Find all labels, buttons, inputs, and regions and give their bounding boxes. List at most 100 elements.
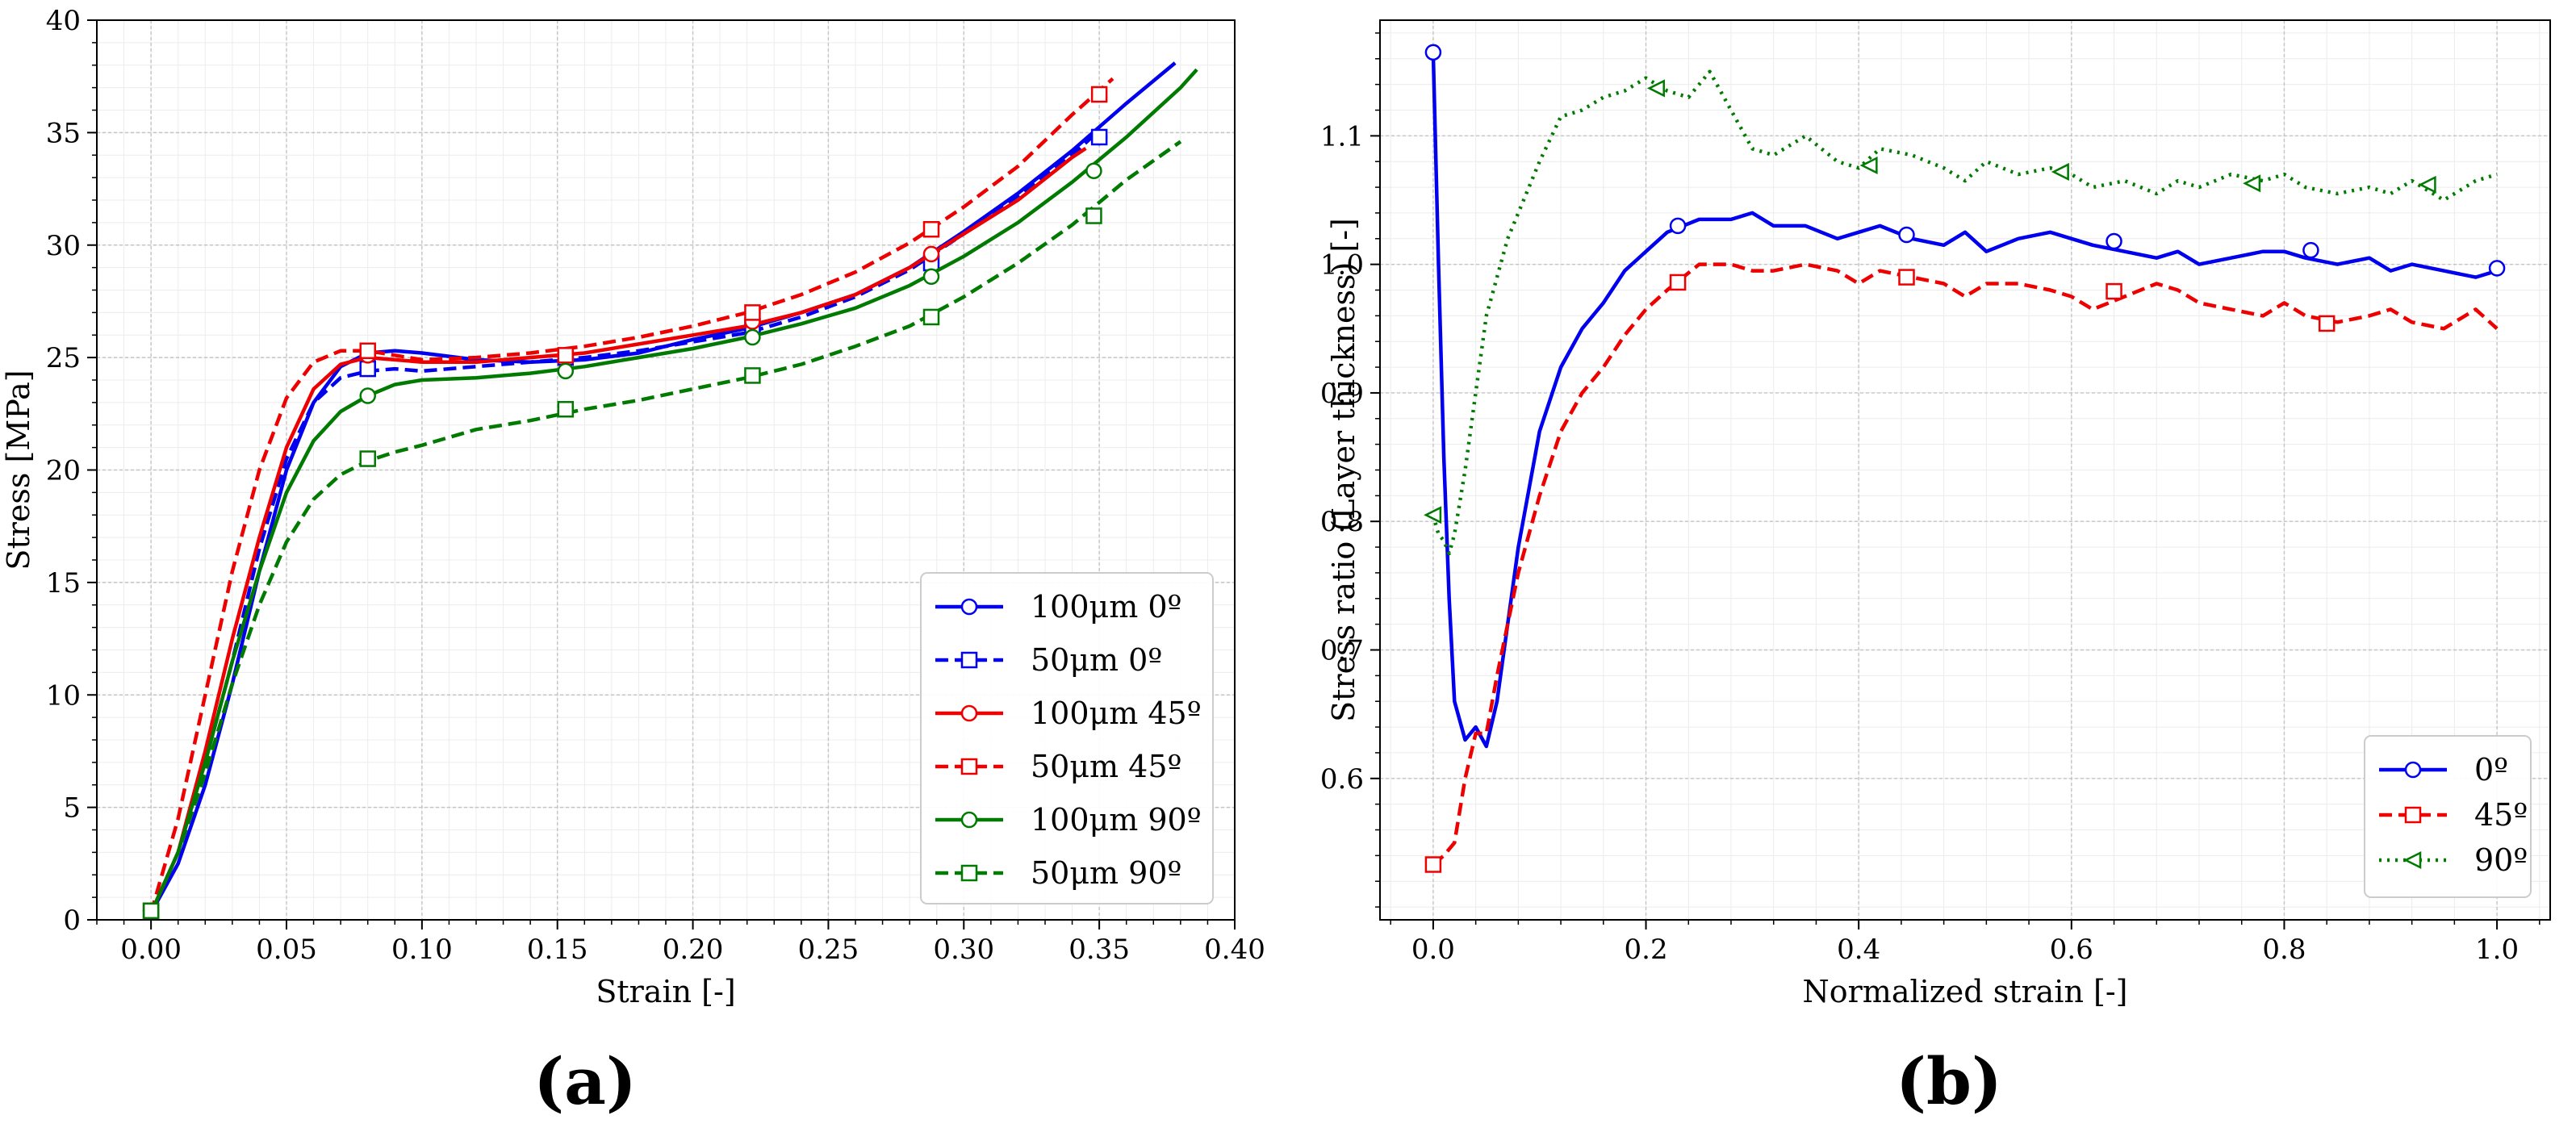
legend-marker-0 bbox=[2404, 761, 2422, 779]
legend-marker-1 bbox=[960, 651, 978, 669]
x-tick-label: 0.00 bbox=[120, 934, 182, 966]
series-marker-5-0 bbox=[142, 902, 160, 920]
legend-label-2: 100μm 45º bbox=[1031, 696, 1202, 731]
series-marker-1-1 bbox=[1669, 274, 1687, 291]
series-line-0 bbox=[1431, 52, 2498, 749]
series-group bbox=[142, 61, 1198, 920]
y-axis-label: Stress ratio (Layer thickness) [-] bbox=[1326, 218, 1361, 722]
grid bbox=[1380, 20, 2550, 920]
series-marker-1-3 bbox=[2106, 282, 2122, 300]
x-tick-label: 0.10 bbox=[391, 934, 453, 966]
series-marker-5-2 bbox=[557, 400, 575, 418]
series-line-1 bbox=[1432, 262, 2499, 867]
series-marker-5-3 bbox=[744, 367, 761, 384]
series-marker-3-2 bbox=[557, 347, 575, 364]
legend: 100μm 0º 50μm 0º 100μm 45º 50μm 45º 100μm 90… bbox=[920, 572, 1214, 904]
legend-marker-3 bbox=[960, 758, 978, 775]
x-axis-label: Strain [-] bbox=[596, 974, 735, 1009]
legend-box bbox=[2364, 735, 2532, 898]
x-tick-label: 0.35 bbox=[1068, 934, 1130, 966]
x-axis-label: Normalized strain [-] bbox=[1803, 974, 2128, 1009]
legend-marker-0 bbox=[960, 598, 978, 616]
series-marker-0-2 bbox=[1898, 226, 1915, 244]
series-line-5 bbox=[149, 140, 1182, 914]
y-tick-label: 30 bbox=[46, 230, 81, 262]
series-marker-4-3 bbox=[744, 328, 761, 346]
panel-a-chart: 0.00 0.05 0.10 0.15 0.20 0.25 0.30 0.35 0.40 0 5 10… bbox=[1, 5, 1265, 1119]
series-marker-3-5 bbox=[1090, 86, 1108, 103]
series-marker-2-2 bbox=[1859, 156, 1878, 175]
series-line-2 bbox=[149, 147, 1087, 914]
panel-b-chart: 0.0 0.2 0.4 0.6 0.8 1.0 0.6 0.7 0.8 0.9 1.0 1.1 Norm… bbox=[1320, 19, 2551, 1119]
legend-label-2: 90º bbox=[2474, 842, 2528, 878]
series-marker-0-4 bbox=[2302, 241, 2319, 259]
y-tick-label: 35 bbox=[46, 117, 81, 149]
legend-label-1: 45º bbox=[2474, 797, 2528, 833]
series-marker-1-0 bbox=[1424, 856, 1442, 873]
x-tick-label: 1.0 bbox=[2475, 934, 2519, 966]
series-marker-0-0 bbox=[1424, 44, 1442, 61]
legend-marker-1 bbox=[2404, 806, 2422, 824]
panel-label: (b) bbox=[1896, 1043, 2002, 1119]
y-tick-label: 10 bbox=[46, 679, 81, 712]
y-tick-label: 1.1 bbox=[1320, 120, 1364, 152]
y-tick-label: 0.7 bbox=[1320, 635, 1364, 667]
y-tick-label: 25 bbox=[46, 342, 81, 374]
x-tick-label: 0.4 bbox=[1837, 934, 1880, 966]
x-tick-label: 0.20 bbox=[663, 934, 724, 966]
y-tick-label: 0.9 bbox=[1320, 378, 1364, 410]
y-tick-label: 1.0 bbox=[1320, 249, 1364, 282]
series-marker-2-4 bbox=[922, 245, 940, 263]
legend: 0º 45º 90º bbox=[2364, 735, 2532, 898]
series-line-2 bbox=[1431, 69, 2498, 556]
y-tick-label: 20 bbox=[46, 455, 81, 487]
legend-marker-2 bbox=[960, 704, 978, 722]
series-marker-1-2 bbox=[1898, 269, 1915, 286]
x-tick-label: 0.15 bbox=[527, 934, 588, 966]
series-group bbox=[1424, 44, 2506, 873]
ticks: 0.00 0.05 0.10 0.15 0.20 0.25 0.30 0.35 0.40 0 5 10… bbox=[46, 5, 1265, 966]
series-marker-0-3 bbox=[2106, 232, 2122, 250]
legend-marker-2 bbox=[2403, 850, 2422, 870]
legend-label-0: 100μm 0º bbox=[1031, 589, 1181, 625]
series-marker-4-2 bbox=[557, 362, 575, 380]
series-marker-3-3 bbox=[744, 304, 761, 321]
legend-marker-4 bbox=[960, 811, 978, 829]
series-marker-5-4 bbox=[922, 308, 940, 326]
x-tick-label: 0.8 bbox=[2262, 934, 2306, 966]
series-marker-4-1 bbox=[359, 387, 376, 404]
x-tick-label: 0.05 bbox=[256, 934, 317, 966]
y-axis-label: Stress [MPa] bbox=[1, 370, 36, 570]
series-marker-2-1 bbox=[1646, 79, 1665, 98]
series-marker-2-4 bbox=[2243, 174, 2261, 193]
y-tick-label: 0.8 bbox=[1320, 506, 1364, 538]
series-marker-3-4 bbox=[922, 220, 940, 238]
series-marker-4-4 bbox=[922, 268, 940, 286]
legend-marker-5 bbox=[960, 864, 978, 882]
series-marker-1-4 bbox=[2318, 315, 2336, 332]
legend-label-5: 50μm 90º bbox=[1031, 855, 1181, 891]
series-marker-5-1 bbox=[359, 450, 376, 467]
x-tick-label: 0.0 bbox=[1411, 934, 1455, 966]
x-tick-label: 0.30 bbox=[933, 934, 994, 966]
y-tick-label: 40 bbox=[46, 5, 81, 37]
legend-label-0: 0º bbox=[2474, 752, 2508, 788]
series-marker-1-1 bbox=[359, 360, 376, 378]
legend-label-4: 100μm 90º bbox=[1031, 802, 1202, 838]
series-marker-2-0 bbox=[1424, 506, 1442, 524]
y-tick-label: 15 bbox=[46, 567, 81, 600]
series-marker-2-5 bbox=[2418, 175, 2436, 194]
legend-label-3: 50μm 45º bbox=[1031, 749, 1181, 784]
series-marker-4-5 bbox=[1085, 162, 1102, 180]
series-marker-3-1 bbox=[359, 342, 376, 360]
y-tick-label: 5 bbox=[63, 792, 81, 825]
y-tick-label: 0.6 bbox=[1320, 763, 1364, 796]
x-tick-label: 0.25 bbox=[798, 934, 859, 966]
y-tick-label: 0 bbox=[63, 904, 81, 937]
legend-label-1: 50μm 0º bbox=[1031, 642, 1162, 678]
panel-label: (a) bbox=[533, 1043, 637, 1119]
x-tick-label: 0.40 bbox=[1204, 934, 1265, 966]
series-marker-2-3 bbox=[2051, 162, 2069, 181]
series-marker-1-5 bbox=[1090, 128, 1108, 146]
